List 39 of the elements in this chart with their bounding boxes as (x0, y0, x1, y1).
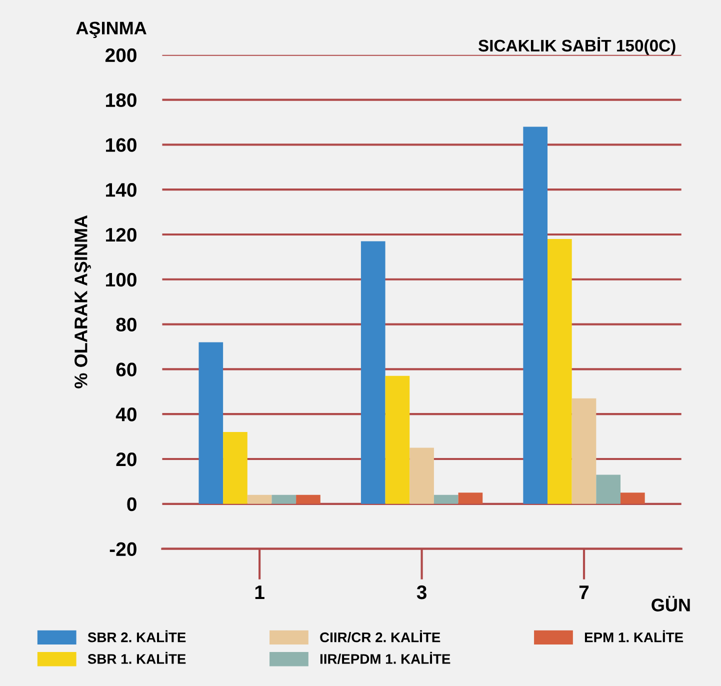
y-tick-label: 200 (105, 48, 136, 62)
y-tick-label: 140 (106, 183, 136, 197)
bar (296, 494, 320, 504)
bar (385, 376, 410, 504)
chart-title: AŞINMA (76, 22, 146, 38)
x-axis-title: GÜN (652, 596, 690, 612)
y-tick-label: 160 (106, 138, 136, 152)
legend-label: EPM 1. KALİTE (584, 630, 684, 642)
y-tick-label: 100 (106, 272, 136, 287)
y-axis-title: % OLARAK AŞINMA (74, 215, 91, 388)
bar (272, 494, 296, 504)
bar (572, 398, 596, 504)
bar (360, 241, 386, 504)
bar (410, 448, 434, 504)
y-tick-label: 80 (116, 318, 136, 332)
x-tick-label: 1 (255, 586, 264, 599)
x-tick-label: 7 (579, 586, 589, 599)
bar (223, 432, 248, 504)
y-tick-label: 60 (116, 362, 136, 376)
bar (548, 238, 572, 504)
bar (198, 342, 224, 504)
legend-label: SBR 1. KALİTE (88, 652, 186, 664)
bar (434, 494, 458, 504)
legend-label: SBR 2. KALİTE (88, 630, 186, 642)
x-tick-label: 3 (416, 585, 426, 600)
chart-subtitle: SICAKLIK SABİT 150(0C) (478, 37, 676, 55)
y-tick-label: 180 (106, 93, 136, 108)
bar (247, 494, 272, 504)
y-tick-label: 120 (106, 228, 136, 242)
y-tick-label: 40 (116, 408, 136, 422)
y-tick-label: -20 (110, 542, 136, 556)
bar (523, 126, 548, 504)
y-tick-label: 0 (127, 497, 136, 512)
legend-label: IIR/EPDM 1. KALİTE (320, 652, 450, 664)
bar (596, 474, 621, 504)
bar (620, 492, 645, 504)
bar (458, 492, 483, 504)
y-tick-label: 20 (116, 452, 136, 466)
legend-label: CIIR/CR 2. KALİTE (320, 630, 440, 642)
